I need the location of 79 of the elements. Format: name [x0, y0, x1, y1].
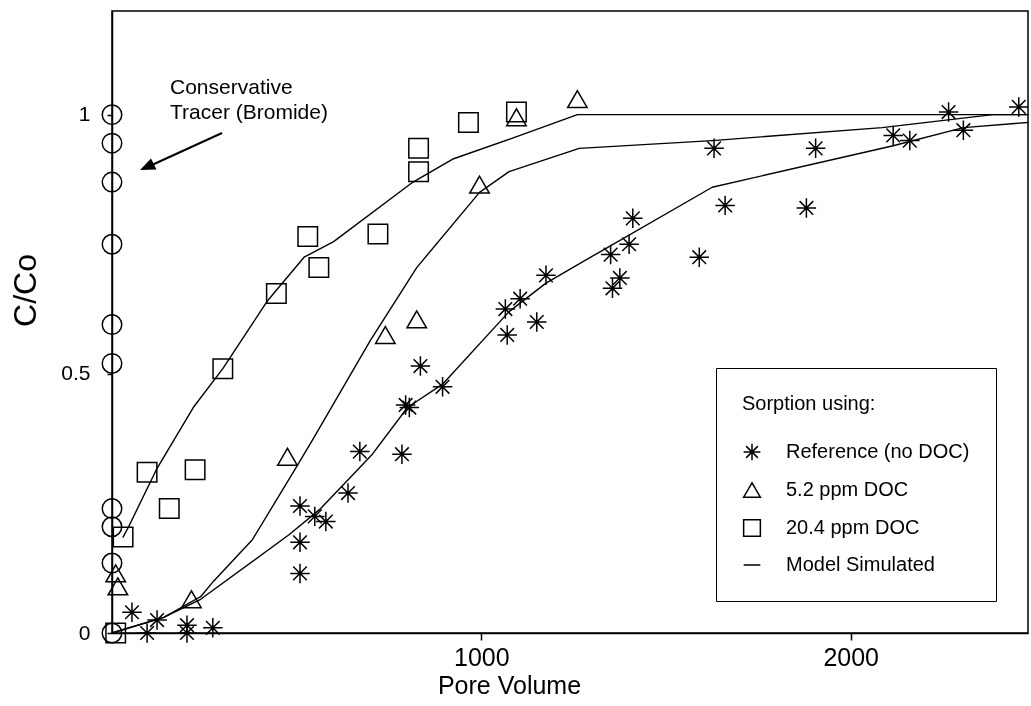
x-tick-label: 2000: [823, 642, 880, 671]
point: [158, 498, 180, 520]
point: [101, 516, 123, 538]
point: [180, 590, 202, 609]
y-axis-title: C/Co: [6, 254, 43, 327]
point: [618, 233, 640, 255]
point: [121, 601, 143, 623]
point: [457, 111, 479, 133]
point: [212, 358, 234, 380]
point: [289, 531, 311, 553]
point: [184, 459, 206, 481]
point: [622, 207, 644, 229]
legend-label: Reference (no DOC): [786, 440, 970, 462]
legend-label: 5.2 ppm DOC: [786, 478, 909, 500]
point: [496, 324, 518, 346]
point: [795, 197, 817, 219]
point: [688, 246, 710, 268]
point: [609, 267, 631, 289]
point: [101, 314, 123, 336]
point: [535, 264, 557, 286]
point: [337, 482, 359, 504]
x-axis-title: Pore Volume: [437, 670, 582, 699]
point: [566, 89, 588, 109]
point: [938, 101, 960, 123]
point: [432, 376, 454, 398]
point: [297, 225, 319, 247]
point: [265, 282, 287, 304]
point: [276, 447, 298, 466]
point: [105, 564, 127, 583]
point: [202, 617, 224, 639]
y-tick-label: 1: [78, 102, 91, 126]
point: [146, 609, 168, 631]
point: [509, 288, 531, 310]
point: [526, 311, 548, 333]
point: [315, 511, 337, 533]
point: [374, 325, 396, 345]
point: [703, 137, 725, 159]
point: [409, 355, 431, 377]
x-tick-label: 1000: [454, 642, 510, 671]
point: [304, 505, 326, 527]
point: [289, 562, 311, 584]
point: [952, 119, 974, 141]
point: [505, 101, 527, 123]
point: [101, 352, 123, 374]
point: [714, 194, 736, 216]
point: [406, 310, 428, 329]
point: [601, 277, 623, 299]
legend-label: 20.4 ppm DOC: [786, 516, 920, 538]
point: [136, 622, 158, 644]
legend-title: Sorption using:: [742, 392, 876, 414]
point: [367, 223, 389, 245]
point: [349, 441, 371, 463]
annotation: Conservative Tracer (Bromide): [170, 75, 328, 123]
point: [391, 443, 413, 465]
legend-label: Model Simulated: [786, 553, 935, 575]
point: [112, 526, 134, 548]
point: [289, 495, 311, 517]
point: [469, 175, 491, 194]
point: [882, 124, 904, 146]
point: [101, 498, 123, 520]
point: [494, 298, 516, 320]
y-tick-label: 0.5: [61, 361, 91, 385]
point: [101, 132, 123, 154]
point: [308, 257, 330, 279]
point: [101, 233, 123, 255]
point: [101, 104, 123, 126]
point: [1008, 96, 1030, 118]
point: [505, 108, 527, 127]
point: [101, 552, 123, 574]
point: [408, 137, 430, 159]
point: [107, 577, 129, 596]
y-tick-label: 0: [78, 620, 91, 644]
point: [176, 622, 198, 644]
point: [408, 161, 430, 183]
point: [600, 244, 622, 266]
point: [899, 130, 921, 152]
point: [136, 461, 158, 483]
point: [101, 171, 123, 193]
point: [805, 137, 827, 159]
